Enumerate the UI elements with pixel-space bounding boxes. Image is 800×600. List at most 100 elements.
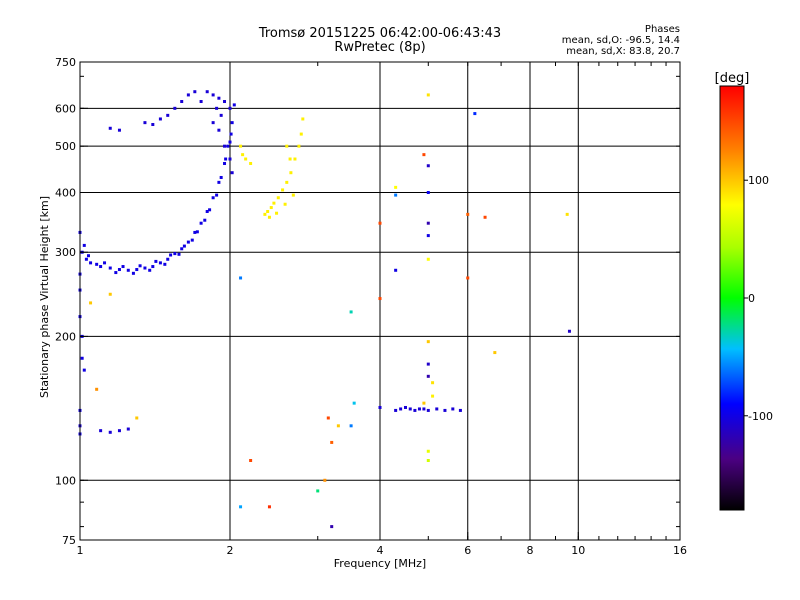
data-point [143, 121, 147, 125]
data-point [301, 117, 305, 121]
data-point [173, 106, 177, 110]
y-tick-label: 300 [55, 246, 76, 259]
data-point [349, 424, 353, 428]
data-point [117, 268, 121, 272]
data-point [466, 276, 470, 280]
data-point [267, 215, 271, 219]
data-point [431, 381, 435, 385]
data-point [131, 271, 135, 275]
data-point [272, 201, 276, 205]
data-point [199, 100, 203, 104]
data-point [217, 128, 221, 132]
data-point [352, 401, 356, 405]
data-point [182, 244, 186, 248]
data-point [108, 266, 112, 270]
x-tick-label: 16 [673, 544, 687, 557]
data-point [230, 121, 234, 125]
data-point [226, 144, 230, 148]
data-point [394, 185, 398, 189]
data-point [135, 268, 139, 272]
data-point [95, 262, 99, 266]
data-point [565, 212, 569, 216]
data-point [431, 394, 435, 398]
data-point [195, 230, 199, 234]
data-point [426, 449, 430, 453]
data-point [285, 180, 289, 184]
data-point [114, 271, 118, 275]
data-point [108, 292, 112, 296]
y-tick-label: 200 [55, 330, 76, 343]
data-point [232, 103, 236, 107]
data-point [89, 261, 93, 265]
data-point [422, 407, 426, 411]
data-point [219, 113, 223, 117]
data-point [138, 264, 142, 268]
data-point [190, 238, 194, 242]
data-point [151, 123, 155, 127]
x-tick-label: 1 [77, 544, 84, 557]
data-point [208, 208, 212, 212]
data-point [158, 261, 162, 265]
data-point [151, 265, 155, 269]
data-point [82, 243, 86, 247]
data-point [293, 157, 297, 161]
data-point [95, 387, 99, 391]
data-point [239, 276, 243, 280]
data-point [394, 193, 398, 197]
phase-stats-title: Phases [644, 24, 680, 35]
x-tick-label: 10 [571, 544, 585, 557]
data-point [89, 301, 93, 305]
x-tick-label: 8 [527, 544, 534, 557]
y-tick-label: 500 [55, 140, 76, 153]
colorbar-tick-label: 100 [748, 174, 769, 187]
data-point [154, 259, 158, 263]
data-point [289, 171, 293, 175]
phase-stats-x: mean, sd,X: 83.8, 20.7 [566, 46, 680, 57]
data-point [443, 408, 447, 412]
data-point [417, 407, 421, 411]
data-point [135, 416, 139, 420]
data-point [249, 161, 253, 165]
data-point [193, 230, 197, 234]
data-point [426, 190, 430, 194]
data-point [205, 90, 209, 94]
data-point [199, 221, 203, 225]
data-point [84, 257, 88, 261]
data-point [451, 407, 455, 411]
data-point [276, 196, 280, 200]
data-point [288, 157, 292, 161]
data-point [169, 253, 173, 257]
data-point [224, 157, 228, 161]
data-point [403, 405, 407, 409]
data-point [211, 121, 215, 125]
data-point [99, 265, 103, 269]
data-point [217, 96, 221, 100]
data-point [422, 153, 426, 157]
data-point [148, 268, 152, 272]
data-point [126, 268, 130, 272]
data-point [426, 408, 430, 412]
data-point [239, 505, 243, 509]
data-point [177, 252, 181, 256]
data-point [291, 193, 295, 197]
x-tick-label: 4 [377, 544, 384, 557]
data-point [493, 351, 497, 355]
data-point [223, 144, 227, 148]
data-point [117, 429, 121, 433]
data-point [158, 117, 162, 121]
data-point [426, 340, 430, 344]
chart-subtitle: RwPretec (8p) [334, 40, 426, 55]
data-point [266, 210, 270, 214]
data-point [435, 407, 439, 411]
data-point [426, 93, 430, 97]
data-point [82, 368, 86, 372]
data-point [330, 525, 334, 529]
data-point [263, 212, 267, 216]
data-point [408, 407, 412, 411]
data-point [211, 196, 215, 200]
data-point [223, 161, 227, 165]
data-point [239, 144, 243, 148]
data-point [166, 257, 170, 261]
data-point [217, 180, 221, 184]
